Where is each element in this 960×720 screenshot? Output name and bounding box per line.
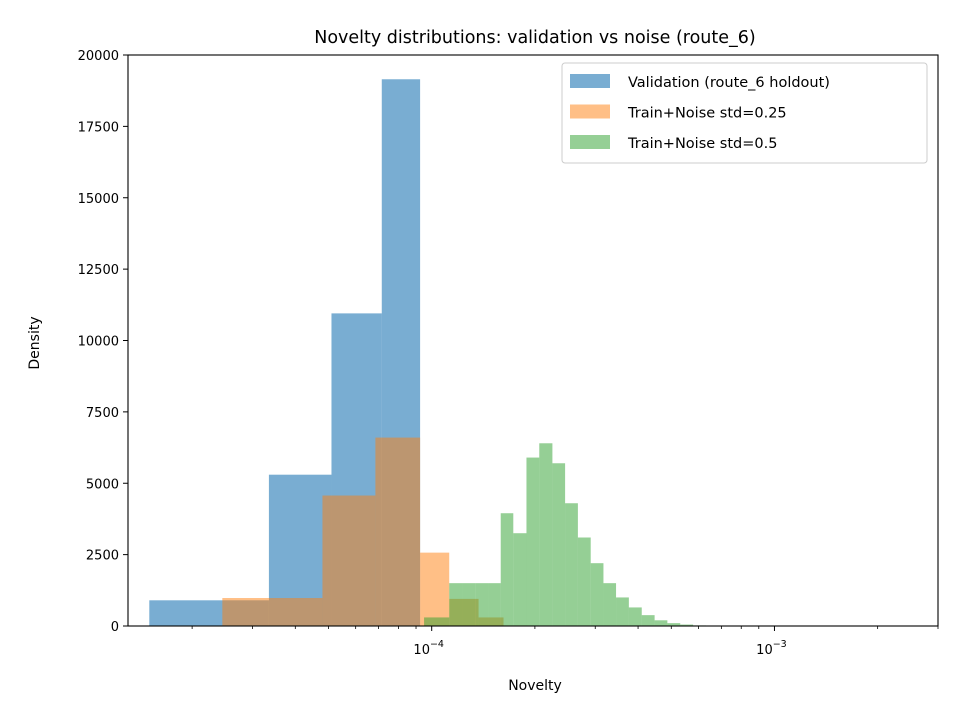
histogram-bar <box>590 563 604 626</box>
histogram-bar <box>577 537 591 626</box>
y-tick-label: 20000 <box>78 49 119 64</box>
histogram-bar <box>680 624 694 626</box>
x-tick-base: 10 <box>413 643 430 658</box>
y-tick-label: 0 <box>111 620 119 635</box>
legend-label: Train+Noise std=0.25 <box>627 106 787 122</box>
histogram-bar <box>526 457 540 626</box>
x-tick-label: 10−3 <box>756 639 787 658</box>
y-tick-label: 10000 <box>78 335 119 350</box>
histogram-bar <box>322 495 376 626</box>
histogram-bar <box>375 437 421 626</box>
y-tick-label: 2500 <box>86 549 119 564</box>
legend-label: Validation (route_6 holdout) <box>628 75 830 91</box>
x-tick-label: 10−4 <box>413 639 444 658</box>
y-tick-label: 15000 <box>78 192 119 207</box>
legend: Validation (route_6 holdout) Train+Noise … <box>561 62 928 164</box>
bars-layer <box>149 79 719 626</box>
histogram-bar <box>654 620 668 626</box>
y-tick-label: 5000 <box>86 477 119 492</box>
histogram-bar <box>488 583 501 626</box>
histogram-bar <box>616 597 629 626</box>
legend-label: Train+Noise std=0.5 <box>627 136 777 152</box>
x-tick-base: 10 <box>756 643 773 658</box>
histogram-bar <box>222 598 323 626</box>
legend-swatch <box>570 135 610 149</box>
legend-swatch <box>570 74 610 88</box>
ticks-layer: 0 2500 5000 7500 10000 12500 15000 17500 20000 10… <box>78 49 939 658</box>
x-tick-exponent: −4 <box>430 639 444 650</box>
histogram-bar <box>628 607 642 626</box>
histogram-bar <box>667 623 681 626</box>
y-tick-label: 17500 <box>78 120 119 135</box>
histogram-bar <box>500 513 514 626</box>
histogram-bar <box>552 463 566 626</box>
histogram-bar <box>449 583 463 626</box>
plot-frame <box>127 54 939 627</box>
x-tick-exponent: −3 <box>773 639 787 650</box>
histogram-bar <box>424 617 450 626</box>
y-tick-label: 7500 <box>86 406 119 421</box>
legend-swatch <box>570 104 610 119</box>
legend-box <box>561 62 928 164</box>
histogram-bar <box>513 533 527 626</box>
y-axis-label: Density <box>27 316 43 369</box>
histogram-bar <box>539 443 553 626</box>
histogram-bar <box>475 583 489 626</box>
histogram-bar <box>565 503 578 626</box>
histogram-bar <box>420 552 450 626</box>
chart-title: Novelty distributions: validation vs noi… <box>314 28 756 48</box>
x-axis-label: Novelty <box>508 678 562 694</box>
y-tick-label: 12500 <box>78 263 119 278</box>
histogram-bar <box>641 615 655 626</box>
histogram-bar <box>603 583 617 626</box>
histogram-bar <box>462 583 476 626</box>
